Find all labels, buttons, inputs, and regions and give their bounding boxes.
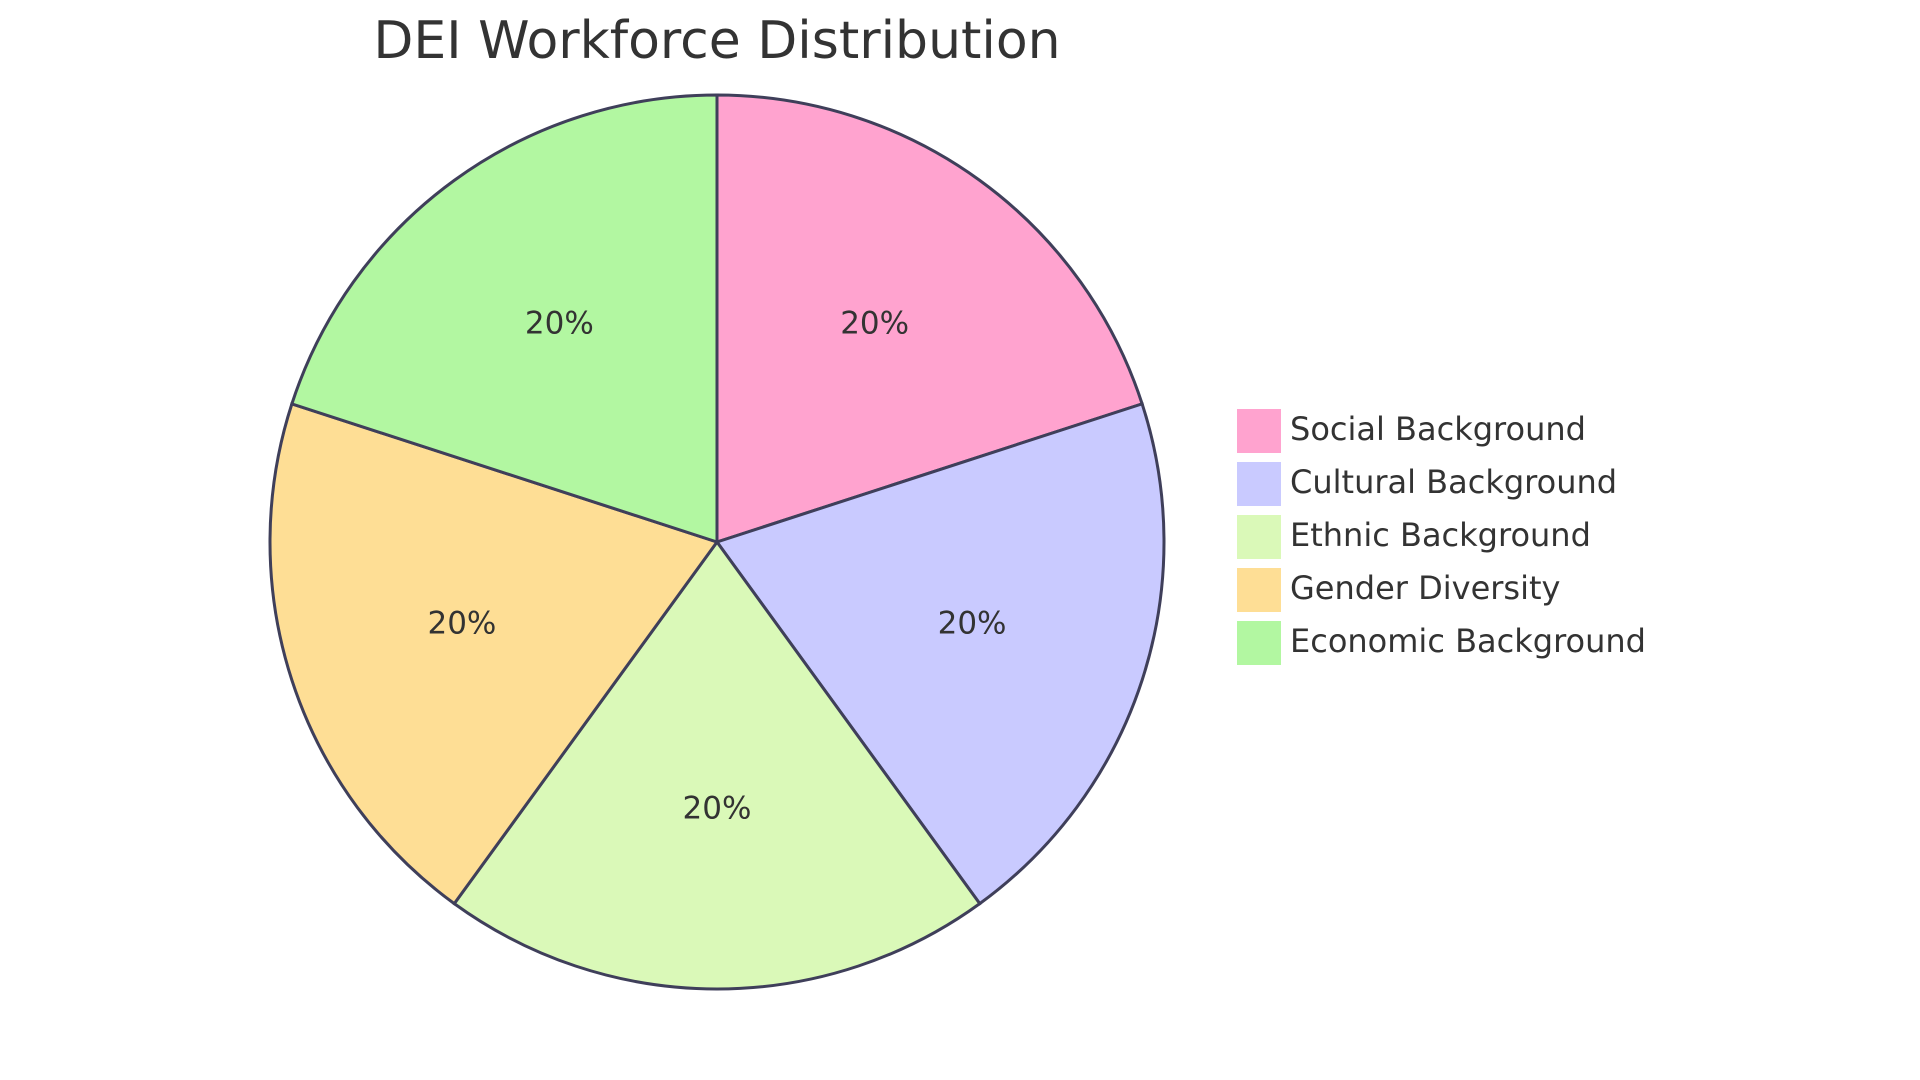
legend-swatch-ethnic-background — [1235, 513, 1283, 561]
legend-swatch-social-background — [1235, 407, 1283, 455]
legend-label-economic-background: Economic Background — [1290, 622, 1646, 660]
legend-swatch-economic-background — [1235, 619, 1283, 667]
legend-swatch-cultural-background — [1235, 460, 1283, 508]
chart-legend: Social Background Cultural Background Ethn… — [1235, 407, 1646, 667]
pie-slice-ethnic-background — [452, 539, 982, 991]
pie-slice-label-economic-background: 20% — [525, 306, 594, 342]
legend-label-gender-diversity: Gender Diversity — [1290, 569, 1560, 607]
pie-slice-label-social-background: 20% — [840, 306, 909, 342]
pie-slice-labels: 20% 20% 20% 20% 20% — [427, 306, 1006, 827]
legend-label-ethnic-background: Ethnic Background — [1290, 516, 1591, 554]
legend-label-social-background: Social Background — [1290, 410, 1586, 448]
pie-slice-label-gender-diversity: 20% — [427, 605, 496, 641]
pie-slices — [268, 93, 1166, 991]
pie-slice-label-ethnic-background: 20% — [683, 791, 752, 827]
chart-title: DEI Workforce Distribution — [373, 11, 1060, 71]
pie-slice-economic-background — [289, 93, 719, 545]
legend-swatch-gender-diversity — [1235, 566, 1283, 614]
pie-slice-label-cultural-background: 20% — [938, 605, 1007, 641]
pie-slice-gender-diversity — [268, 401, 720, 906]
pie-slice-cultural-background — [714, 401, 1166, 906]
pie-slice-social-background — [715, 93, 1145, 545]
legend-label-cultural-background: Cultural Background — [1290, 463, 1617, 501]
